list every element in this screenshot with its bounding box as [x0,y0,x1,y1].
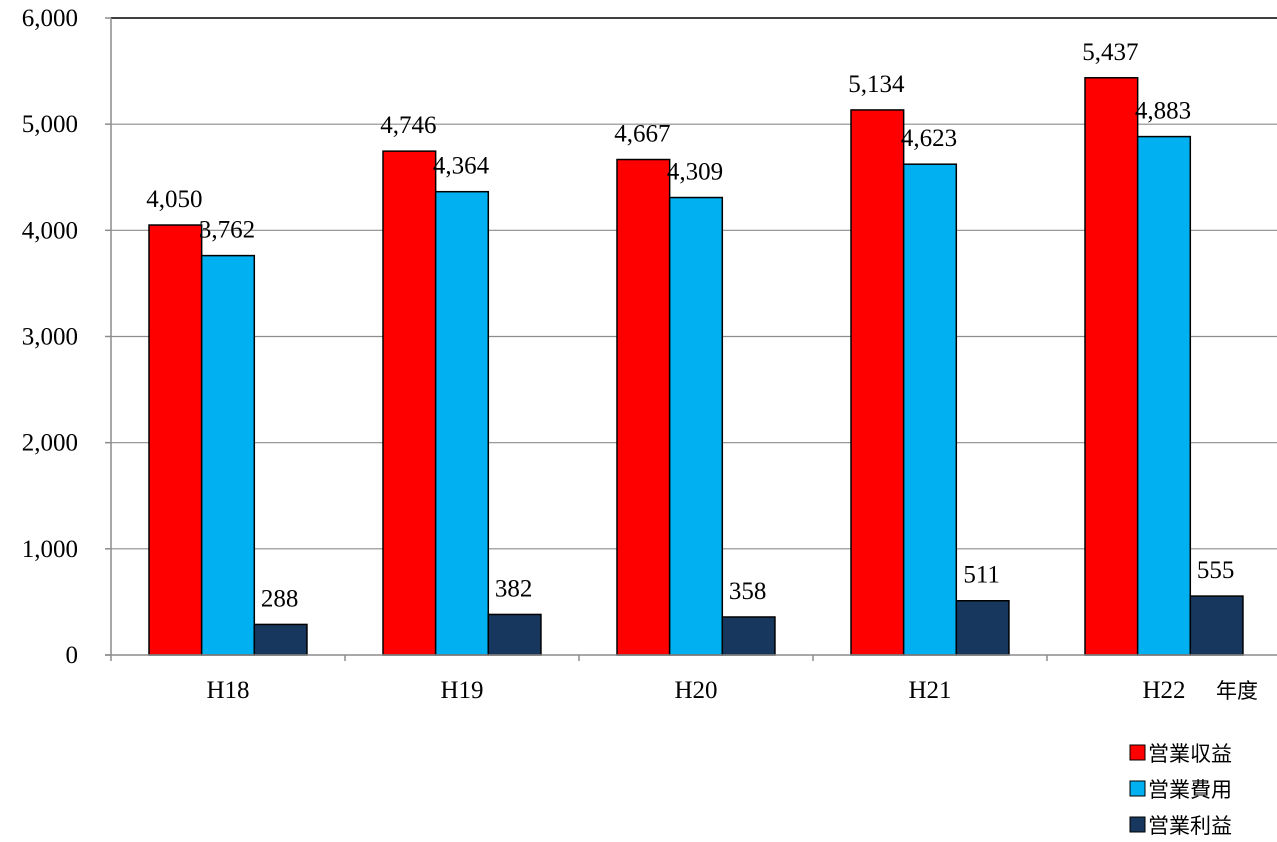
bar-H22-営業費用 [1136,135,1192,656]
legend-label: 営業費用 [1148,778,1232,802]
data-label: 358 [729,578,767,605]
y-tick-label: 0 [66,642,79,669]
data-label: 4,309 [667,159,723,186]
data-label: 4,623 [901,125,957,152]
bar-H21-営業収益 [850,109,905,656]
axes [105,17,1277,661]
bars [148,77,1244,656]
legend-swatch [1129,816,1146,833]
bar-H19-営業費用 [434,190,490,656]
y-tick-label: 2,000 [22,430,78,457]
bar-H22-営業収益 [1084,77,1139,656]
x-axis-unit-label: 年度 [1216,679,1258,703]
bar-H20-営業収益 [616,158,671,656]
data-label: 288 [261,585,299,612]
data-label: 5,134 [848,71,905,98]
bar-H20-営業利益 [721,616,776,656]
bar-H19-営業収益 [382,150,437,656]
x-tick-label: H22 [1142,677,1185,704]
labels: 0 1,000 2,000 3,000 4,000 5,000 6,000 4,050 3,76… [22,5,1235,704]
bar-H21-営業利益 [955,599,1010,656]
legend-swatch [1129,780,1146,797]
legend-label: 営業利益 [1148,814,1232,838]
y-tick-label: 6,000 [22,5,78,32]
bar-H22-営業利益 [1189,595,1244,656]
data-label: 555 [1197,557,1235,584]
y-tick-label: 3,000 [22,324,78,351]
data-label: 4,883 [1135,98,1191,125]
legend-label: 営業収益 [1148,742,1232,766]
data-label: 511 [963,562,1000,589]
data-label: 3,762 [199,217,255,244]
bar-H18-営業収益 [148,224,203,656]
y-tick-label: 1,000 [22,536,78,563]
x-tick-label: H21 [908,677,951,704]
data-label: 5,437 [1082,39,1138,66]
data-label: 4,364 [433,153,490,180]
legend-swatch [1129,744,1146,761]
data-label: 382 [495,575,533,602]
bar-H20-営業費用 [668,196,724,656]
bar-H18-営業費用 [200,254,256,656]
data-label: 4,050 [146,186,202,213]
data-label: 4,746 [380,112,436,139]
bar-H21-営業費用 [902,163,958,656]
y-tick-label: 5,000 [22,111,78,138]
x-tick-label: H18 [206,677,249,704]
data-label: 4,667 [614,121,670,148]
x-tick-label: H19 [440,677,483,704]
x-tick-label: H20 [674,677,717,704]
bar-H18-営業利益 [253,623,308,656]
y-tick-label: 4,000 [22,217,78,244]
bar-H19-営業利益 [487,613,542,656]
